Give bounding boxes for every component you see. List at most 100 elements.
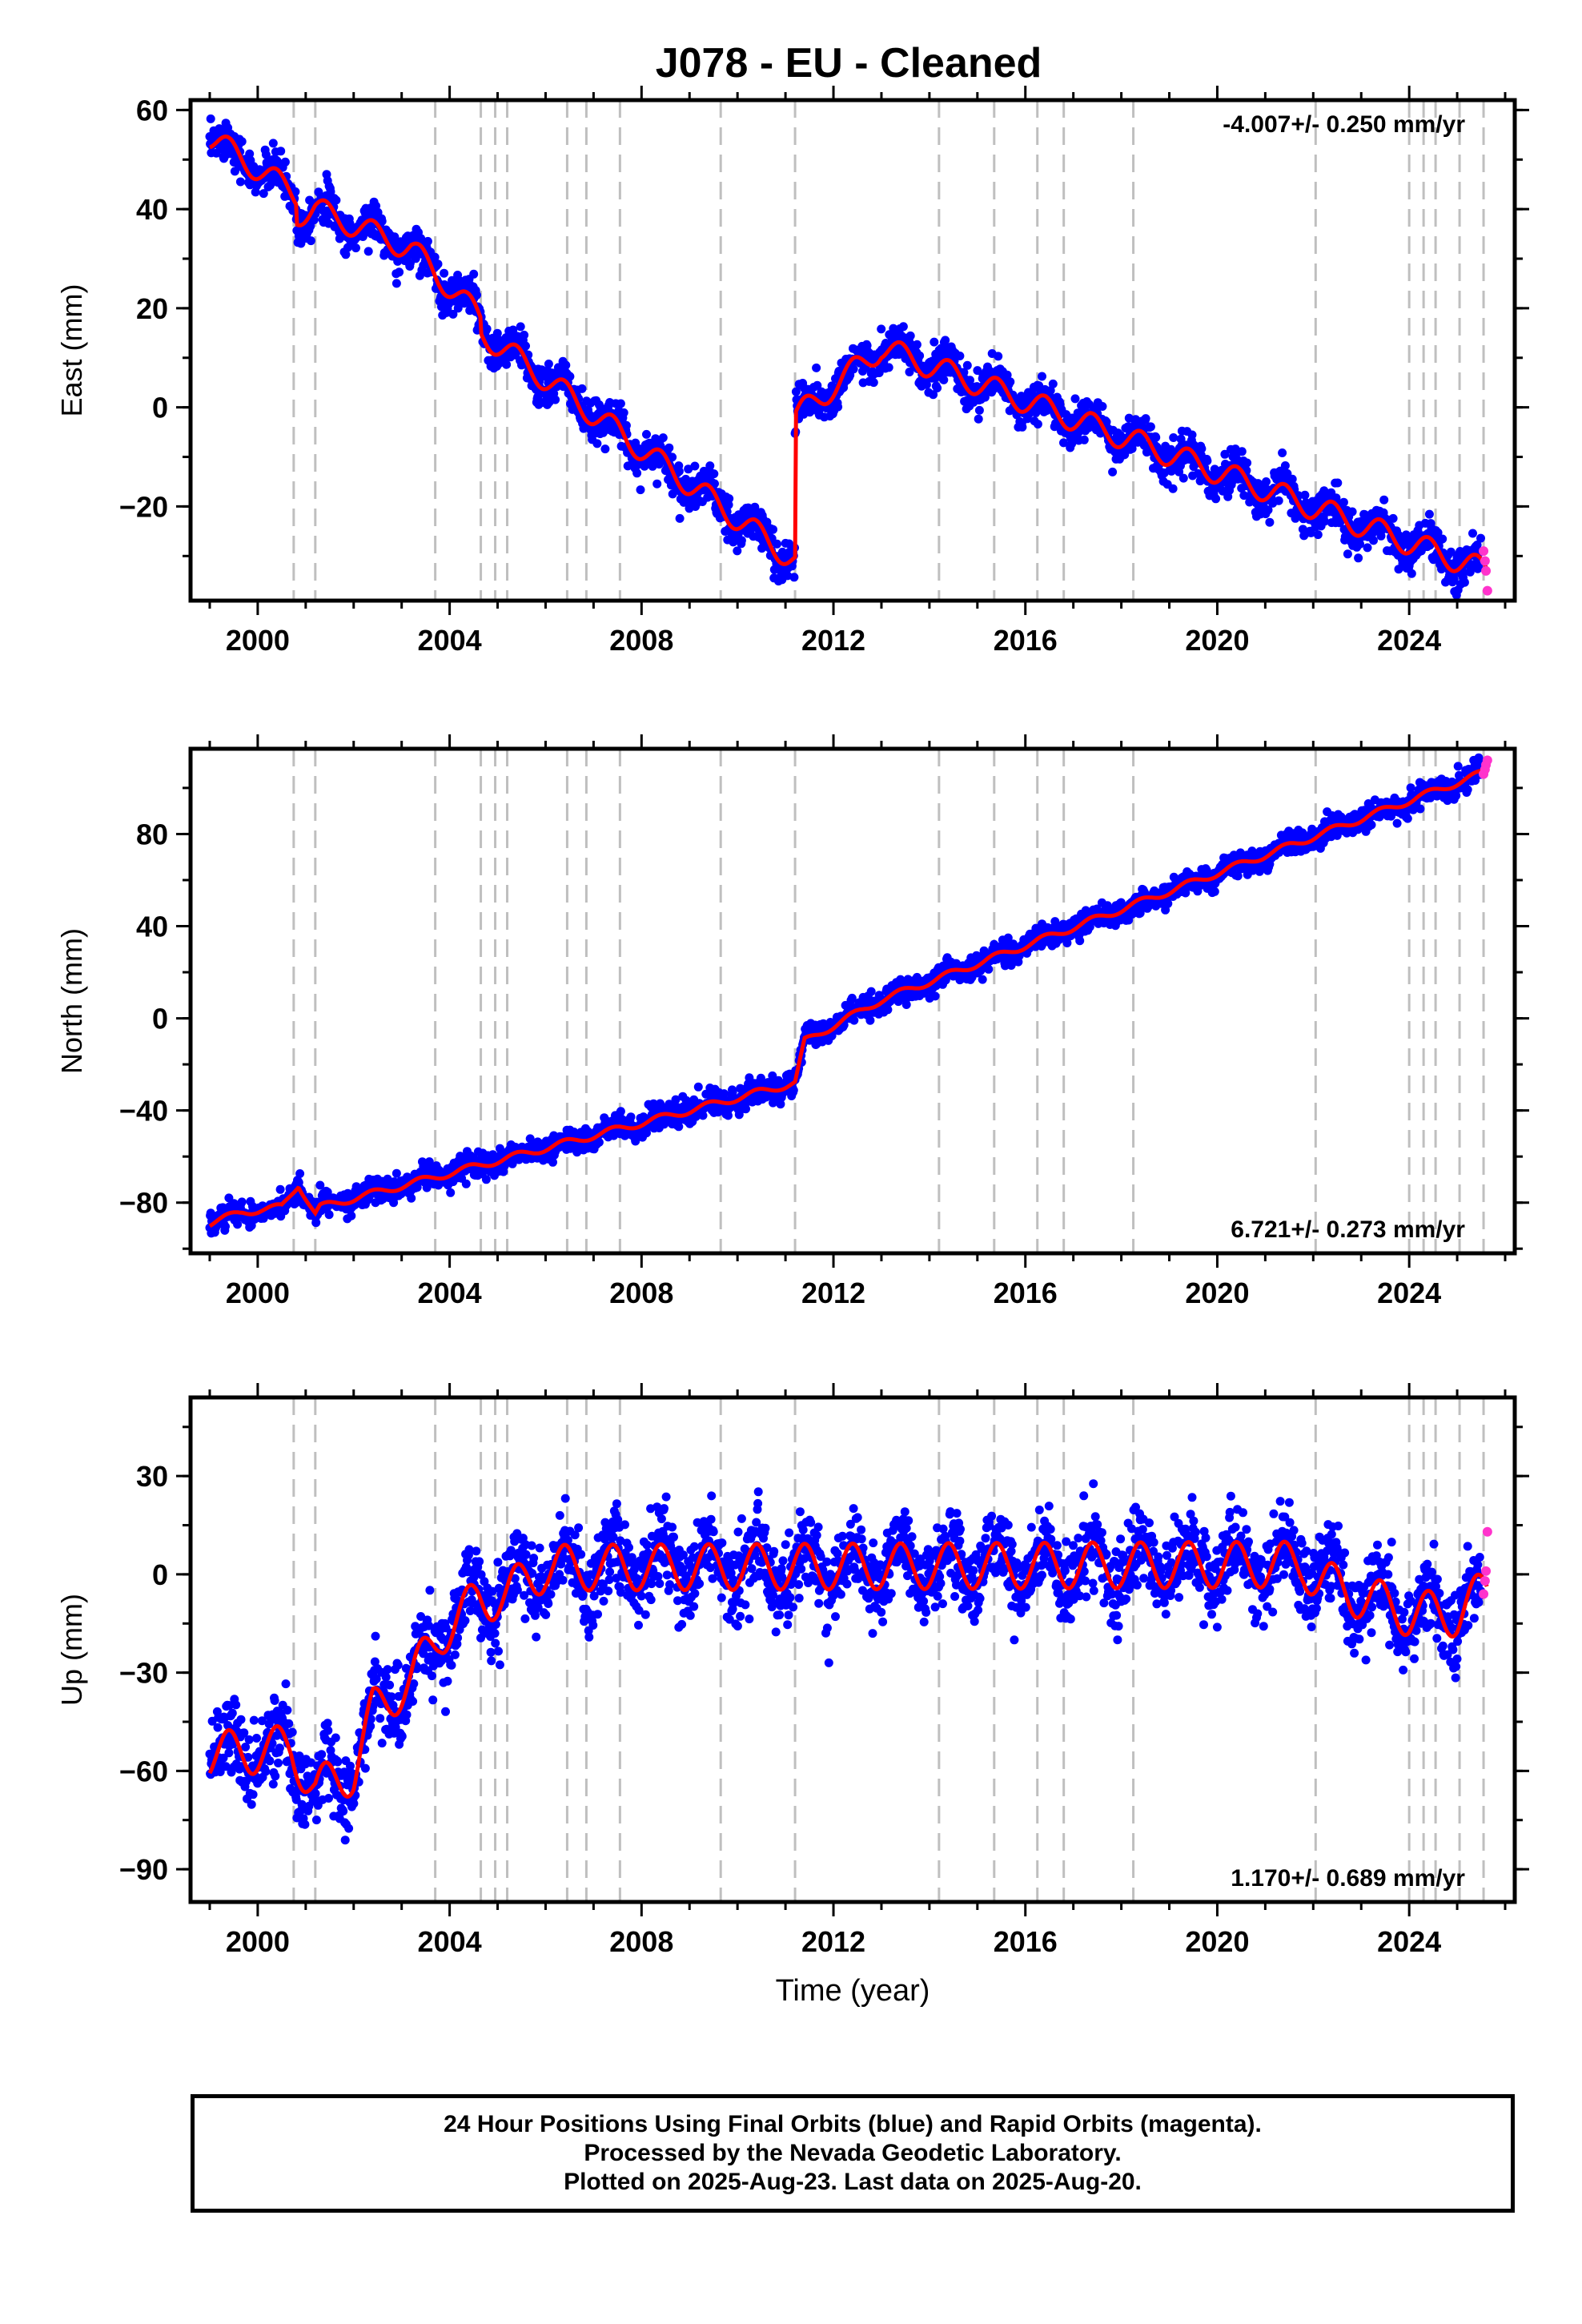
data-point: [391, 279, 401, 288]
data-point: [642, 1128, 651, 1138]
data-point: [1048, 379, 1058, 388]
north-panel: 2000 2004 2008 2012 2016 2020 2024−80−4004080N…: [55, 734, 1529, 1309]
data-point: [1354, 553, 1363, 563]
data-point: [994, 352, 1003, 361]
data-point: [705, 461, 715, 471]
x-tick-label: 2016: [994, 624, 1058, 657]
data-point: [959, 368, 969, 377]
data-point: [1151, 432, 1161, 442]
data-point: [955, 352, 965, 360]
data-point: [481, 1175, 491, 1184]
data-point: [461, 1179, 471, 1188]
data-point: [416, 234, 426, 243]
data-point: [768, 1071, 777, 1080]
data-point: [1456, 547, 1465, 556]
data-point: [733, 546, 742, 556]
data-point: [626, 1112, 636, 1122]
data-point: [1438, 534, 1447, 544]
data-point: [235, 177, 245, 187]
data-point: [1038, 372, 1046, 381]
data-point: [930, 337, 939, 347]
data-point: [616, 399, 625, 408]
data-point: [1424, 509, 1434, 519]
data-point: [268, 139, 278, 148]
data-point: [1459, 568, 1468, 577]
data-point: [1059, 438, 1068, 448]
data-point: [341, 250, 351, 259]
data-point: [492, 328, 502, 338]
data-point: [502, 360, 512, 369]
y-tick-label: 40: [136, 193, 168, 226]
data-point: [719, 1089, 729, 1099]
data-point: [482, 324, 492, 334]
data-point: [674, 1122, 684, 1132]
data-point: [516, 322, 525, 332]
data-point: [984, 964, 994, 974]
data-point: [1070, 394, 1080, 404]
data-point: [1433, 528, 1443, 537]
data-point: [789, 573, 799, 582]
data-point: [1141, 414, 1150, 424]
data-point: [877, 324, 886, 334]
data-point: [1407, 569, 1416, 578]
data-point: [1002, 370, 1012, 380]
data-point: [347, 1211, 356, 1220]
data-point: [393, 256, 403, 266]
data-point: [280, 157, 290, 167]
data-point: [974, 414, 983, 424]
data-point: [237, 1197, 247, 1207]
data-point: [1355, 539, 1364, 549]
data-point: [1211, 494, 1221, 504]
data-point: [1333, 478, 1343, 488]
data-point: [783, 571, 793, 581]
data-point: [525, 1134, 535, 1144]
data-point: [1460, 577, 1469, 587]
data-point: [905, 368, 914, 376]
data-point: [1347, 507, 1357, 517]
x-tick-label: 2004: [418, 624, 482, 657]
data-point: [1124, 413, 1134, 423]
final-orbit-points: [205, 114, 1485, 600]
data-point: [520, 330, 529, 340]
x-tick-label: 2012: [801, 624, 865, 657]
data-point: [565, 372, 575, 381]
data-point: [728, 1088, 737, 1097]
data-point: [930, 991, 940, 1001]
data-point: [789, 1085, 798, 1095]
data-point: [551, 395, 560, 404]
data-point: [1363, 543, 1372, 553]
rapid-orbit-point: [1480, 556, 1490, 566]
data-point: [1003, 933, 1013, 943]
data-point: [616, 1107, 625, 1116]
data-point: [237, 137, 247, 147]
velocity-rate-label: -4.007+/- 0.250 mm/yr: [1223, 111, 1465, 138]
data-point: [1320, 517, 1329, 526]
data-point: [1243, 458, 1252, 468]
data-point: [261, 150, 271, 159]
data-point: [259, 189, 268, 199]
data-point: [1187, 430, 1197, 440]
data-point: [1006, 377, 1015, 387]
data-point: [619, 408, 628, 417]
data-point: [221, 1222, 230, 1231]
data-point: [1468, 529, 1477, 538]
data-point: [1176, 434, 1186, 444]
data-point: [1446, 547, 1456, 557]
rapid-orbit-point: [1482, 585, 1492, 596]
data-point: [446, 1188, 456, 1197]
data-point: [440, 268, 449, 278]
data-point: [423, 236, 432, 246]
data-point: [1098, 402, 1107, 411]
data-point: [351, 243, 360, 253]
data-point: [1210, 887, 1219, 896]
data-point: [1369, 536, 1378, 545]
data-point: [1274, 496, 1283, 505]
data-point: [1367, 820, 1376, 830]
data-point: [1343, 549, 1352, 559]
data-point: [849, 364, 858, 374]
data-point: [245, 149, 255, 159]
final-orbit-points: [205, 753, 1485, 1238]
data-point: [472, 290, 481, 300]
data-point: [433, 259, 443, 269]
